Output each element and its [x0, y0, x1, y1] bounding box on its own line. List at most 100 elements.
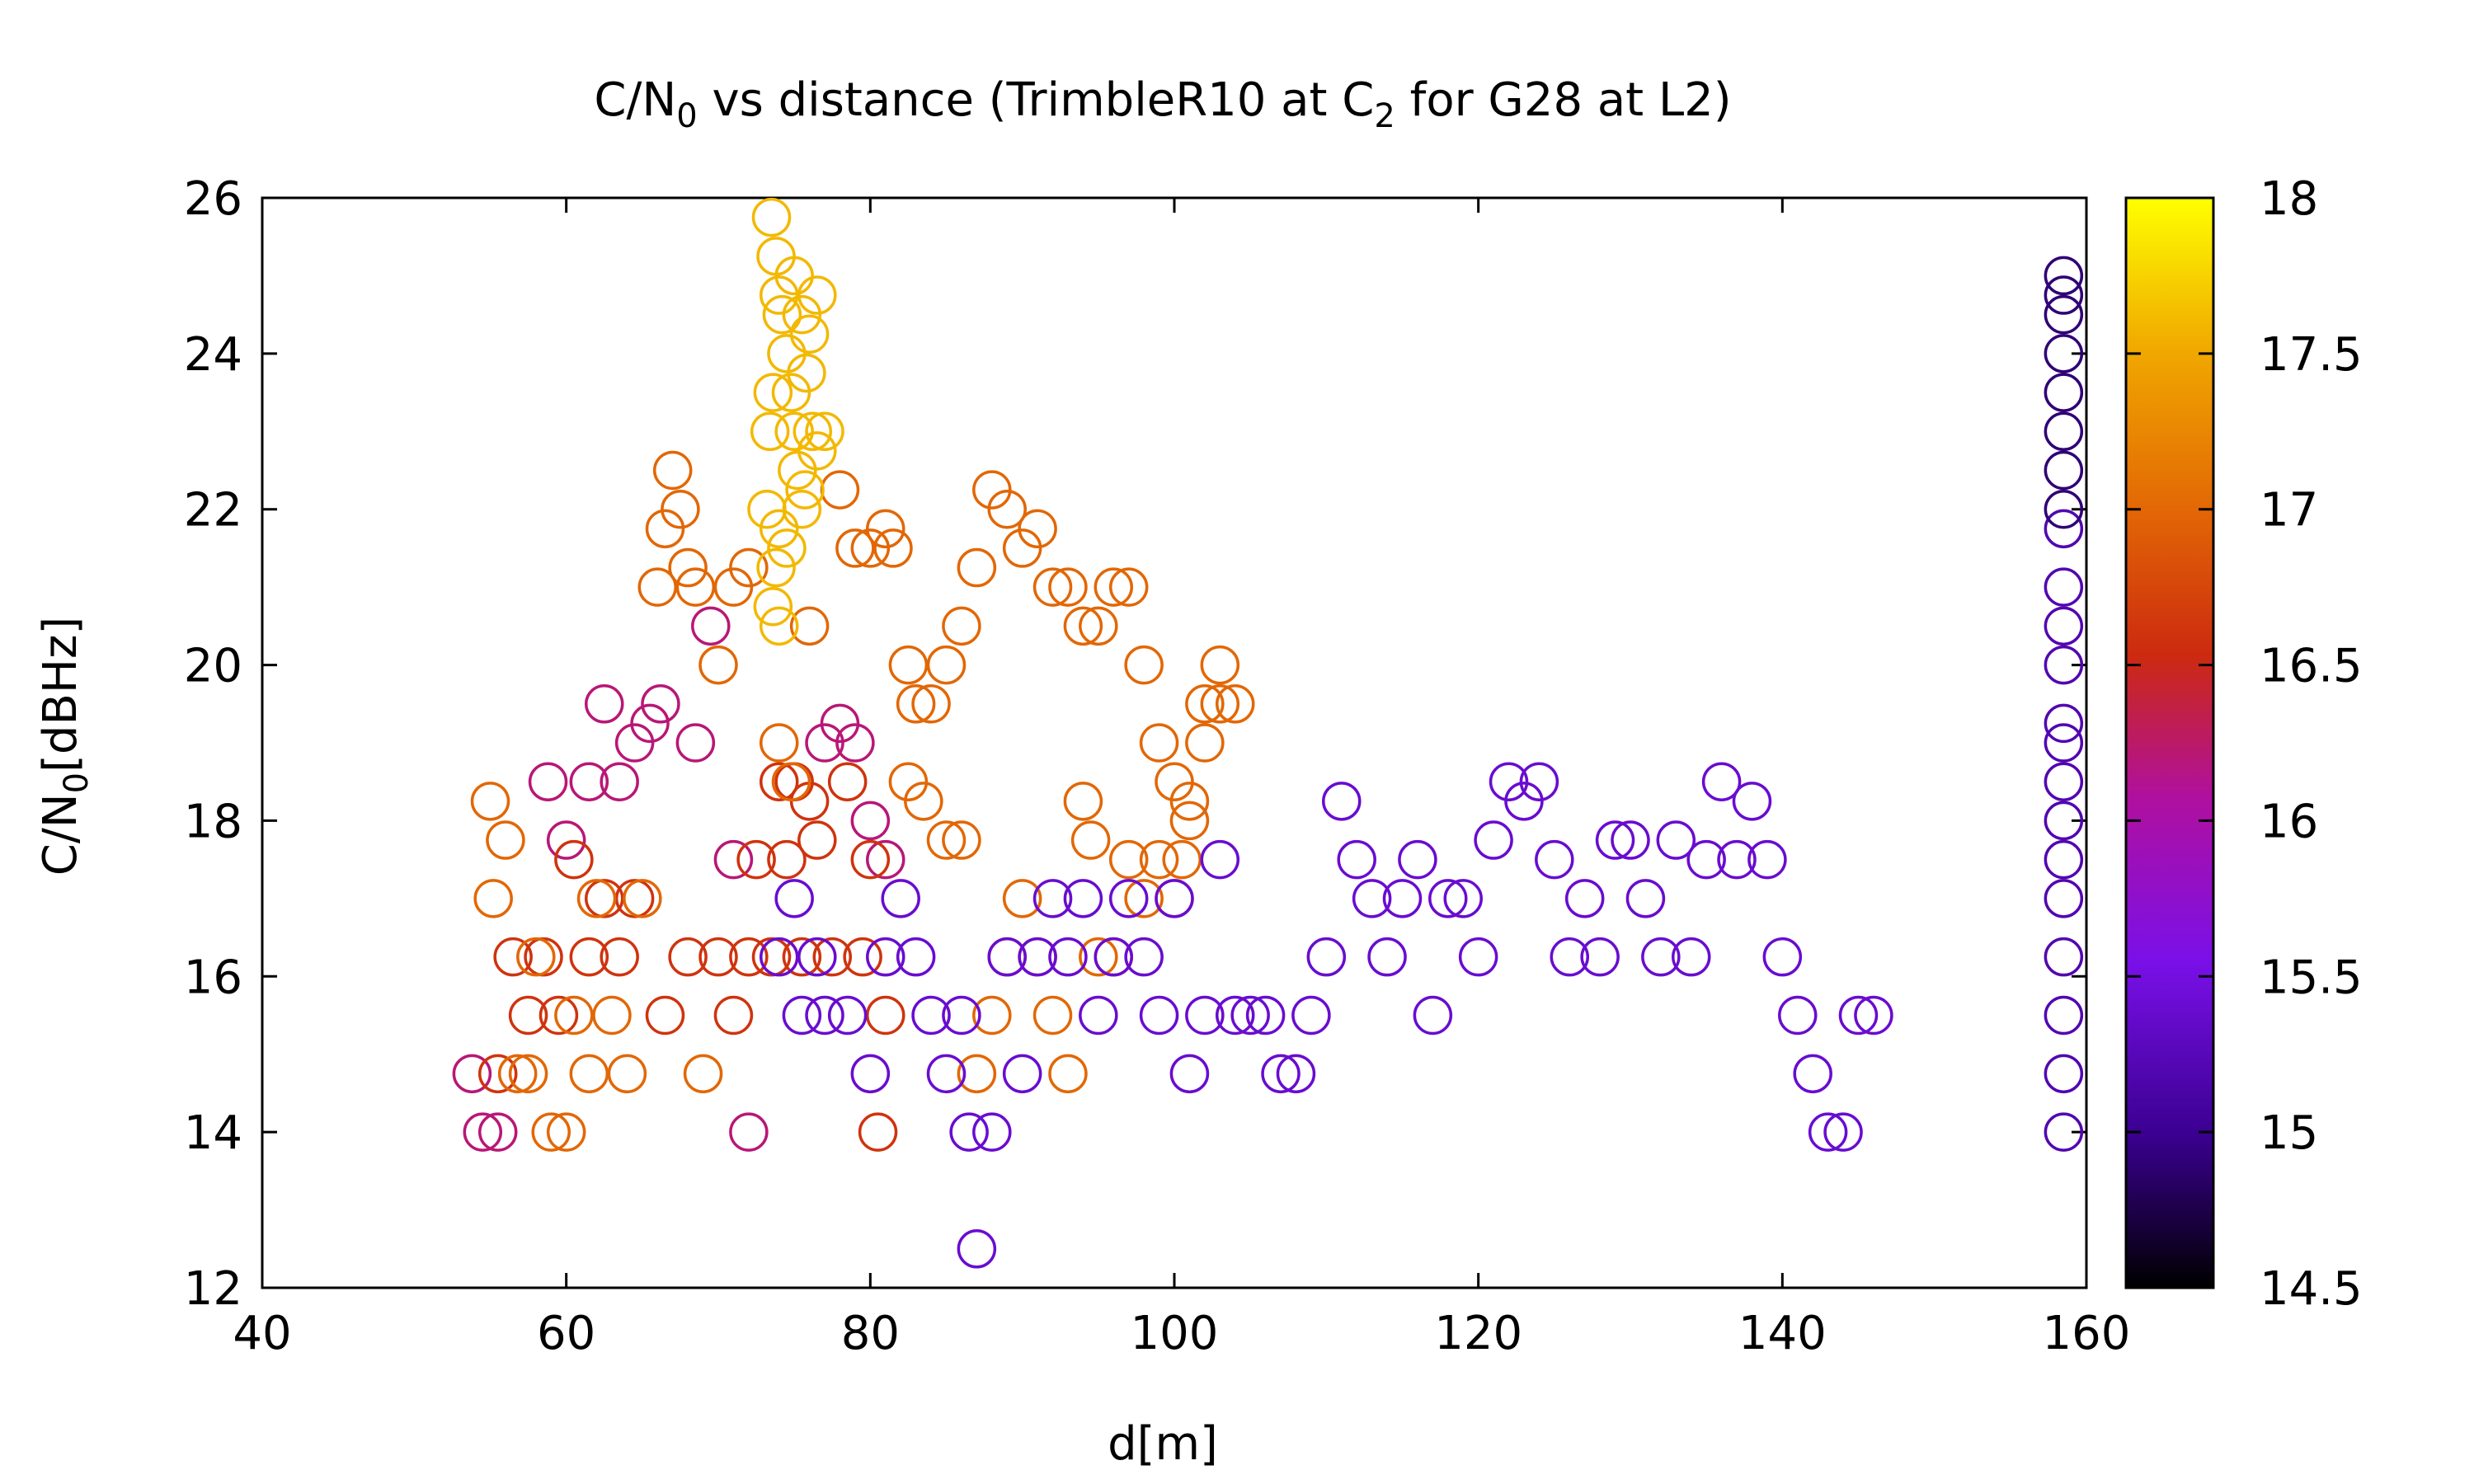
- axis-ticks: 40 60 80 100 120 140 160 12 14 16 18 20 22 24 26: [184, 172, 2131, 1360]
- data-point: [1018, 937, 1057, 977]
- data-point: [753, 373, 793, 412]
- data-point: [789, 314, 830, 354]
- data-point: [2044, 567, 2084, 607]
- data-point: [957, 1054, 997, 1094]
- data-point: [888, 645, 929, 685]
- data-point: [1079, 606, 1118, 646]
- data-point: [2044, 723, 2084, 763]
- y-axis-label: C/N0[dBHz]: [34, 617, 96, 876]
- data-point: [2044, 879, 2084, 918]
- data-point: [1352, 879, 1392, 918]
- colorbar-tick-label: 15.5: [2260, 951, 2363, 1004]
- data-point: [797, 820, 837, 860]
- data-point: [1139, 723, 1179, 763]
- data-point: [2044, 839, 2084, 880]
- data-point: [729, 937, 769, 977]
- data-point: [1747, 839, 1787, 880]
- data-point: [2044, 256, 2084, 296]
- data-point: [972, 995, 1012, 1036]
- data-point: [1306, 937, 1347, 977]
- data-point: [926, 820, 967, 860]
- data-point: [1215, 684, 1255, 724]
- data-point: [942, 995, 981, 1036]
- data-point: [592, 995, 632, 1036]
- data-point: [747, 489, 787, 529]
- y-tick-label: 18: [184, 795, 242, 848]
- data-point: [797, 431, 837, 471]
- colorbar-tick-label: 16.5: [2260, 640, 2363, 693]
- data-point: [528, 762, 568, 801]
- data-point: [1261, 1054, 1300, 1094]
- data-point: [767, 334, 807, 373]
- data-point: [1382, 879, 1423, 918]
- data-point: [896, 937, 936, 977]
- data-point: [600, 762, 639, 801]
- data-point: [1535, 839, 1574, 880]
- data-point: [508, 1054, 548, 1094]
- data-point: [759, 762, 799, 801]
- data-point: [546, 1112, 586, 1152]
- data-point: [1367, 937, 1407, 977]
- data-point: [759, 606, 799, 646]
- data-point: [756, 547, 796, 588]
- data-point: [774, 256, 814, 296]
- data-point: [585, 684, 624, 724]
- data-point: [1070, 820, 1111, 860]
- data-point: [835, 723, 875, 763]
- data-point: [576, 879, 617, 918]
- data-point: [1124, 645, 1164, 685]
- data-point: [486, 820, 525, 860]
- data-point: [652, 450, 693, 491]
- data-point: [1625, 879, 1666, 918]
- y-tick-label: 20: [184, 640, 242, 693]
- data-point: [785, 470, 825, 510]
- colorbar: [2124, 196, 2215, 1289]
- data-point: [493, 937, 533, 977]
- data-point: [1063, 606, 1103, 646]
- colorbar-tick-label: 15: [2260, 1106, 2318, 1160]
- data-point: [1823, 1112, 1863, 1152]
- data-point: [873, 528, 913, 568]
- data-point: [850, 801, 891, 841]
- data-point: [2044, 334, 2084, 373]
- data-point: [2044, 1054, 2084, 1094]
- data-point: [2044, 703, 2084, 744]
- data-point: [546, 820, 586, 860]
- data-point: [797, 937, 837, 977]
- data-point: [866, 937, 905, 977]
- data-point: [713, 567, 754, 607]
- data-point: [957, 547, 997, 588]
- data-point: [787, 353, 826, 393]
- data-point: [1474, 820, 1513, 860]
- data-point: [675, 723, 716, 763]
- data-point: [972, 1112, 1012, 1152]
- data-point: [614, 879, 655, 918]
- data-point: [614, 723, 655, 763]
- data-point: [1595, 820, 1635, 860]
- data-point: [1139, 995, 1179, 1036]
- data-point: [1169, 801, 1210, 841]
- data-point: [1443, 879, 1483, 918]
- data-point: [569, 762, 609, 801]
- data-point: [623, 879, 662, 918]
- data-point: [827, 995, 868, 1036]
- colorbar-tick-label: 18: [2260, 172, 2318, 226]
- data-point: [1032, 995, 1073, 1036]
- data-point: [2044, 489, 2084, 529]
- data-point: [1162, 839, 1202, 880]
- data-point: [888, 762, 929, 801]
- data-point: [1169, 782, 1210, 821]
- data-point: [1185, 684, 1225, 724]
- data-point: [762, 294, 802, 335]
- data-point: [987, 489, 1027, 529]
- x-axis-label: d[m]: [1108, 1417, 1218, 1471]
- data-point: [1656, 820, 1696, 860]
- data-point: [2044, 373, 2084, 412]
- data-point: [774, 762, 814, 801]
- data-point: [1063, 879, 1103, 918]
- data-point: [942, 606, 981, 646]
- data-point: [1701, 762, 1742, 801]
- data-point: [805, 723, 844, 763]
- data-point: [949, 1112, 989, 1152]
- colorbar-tick-label: 17.5: [2260, 328, 2363, 382]
